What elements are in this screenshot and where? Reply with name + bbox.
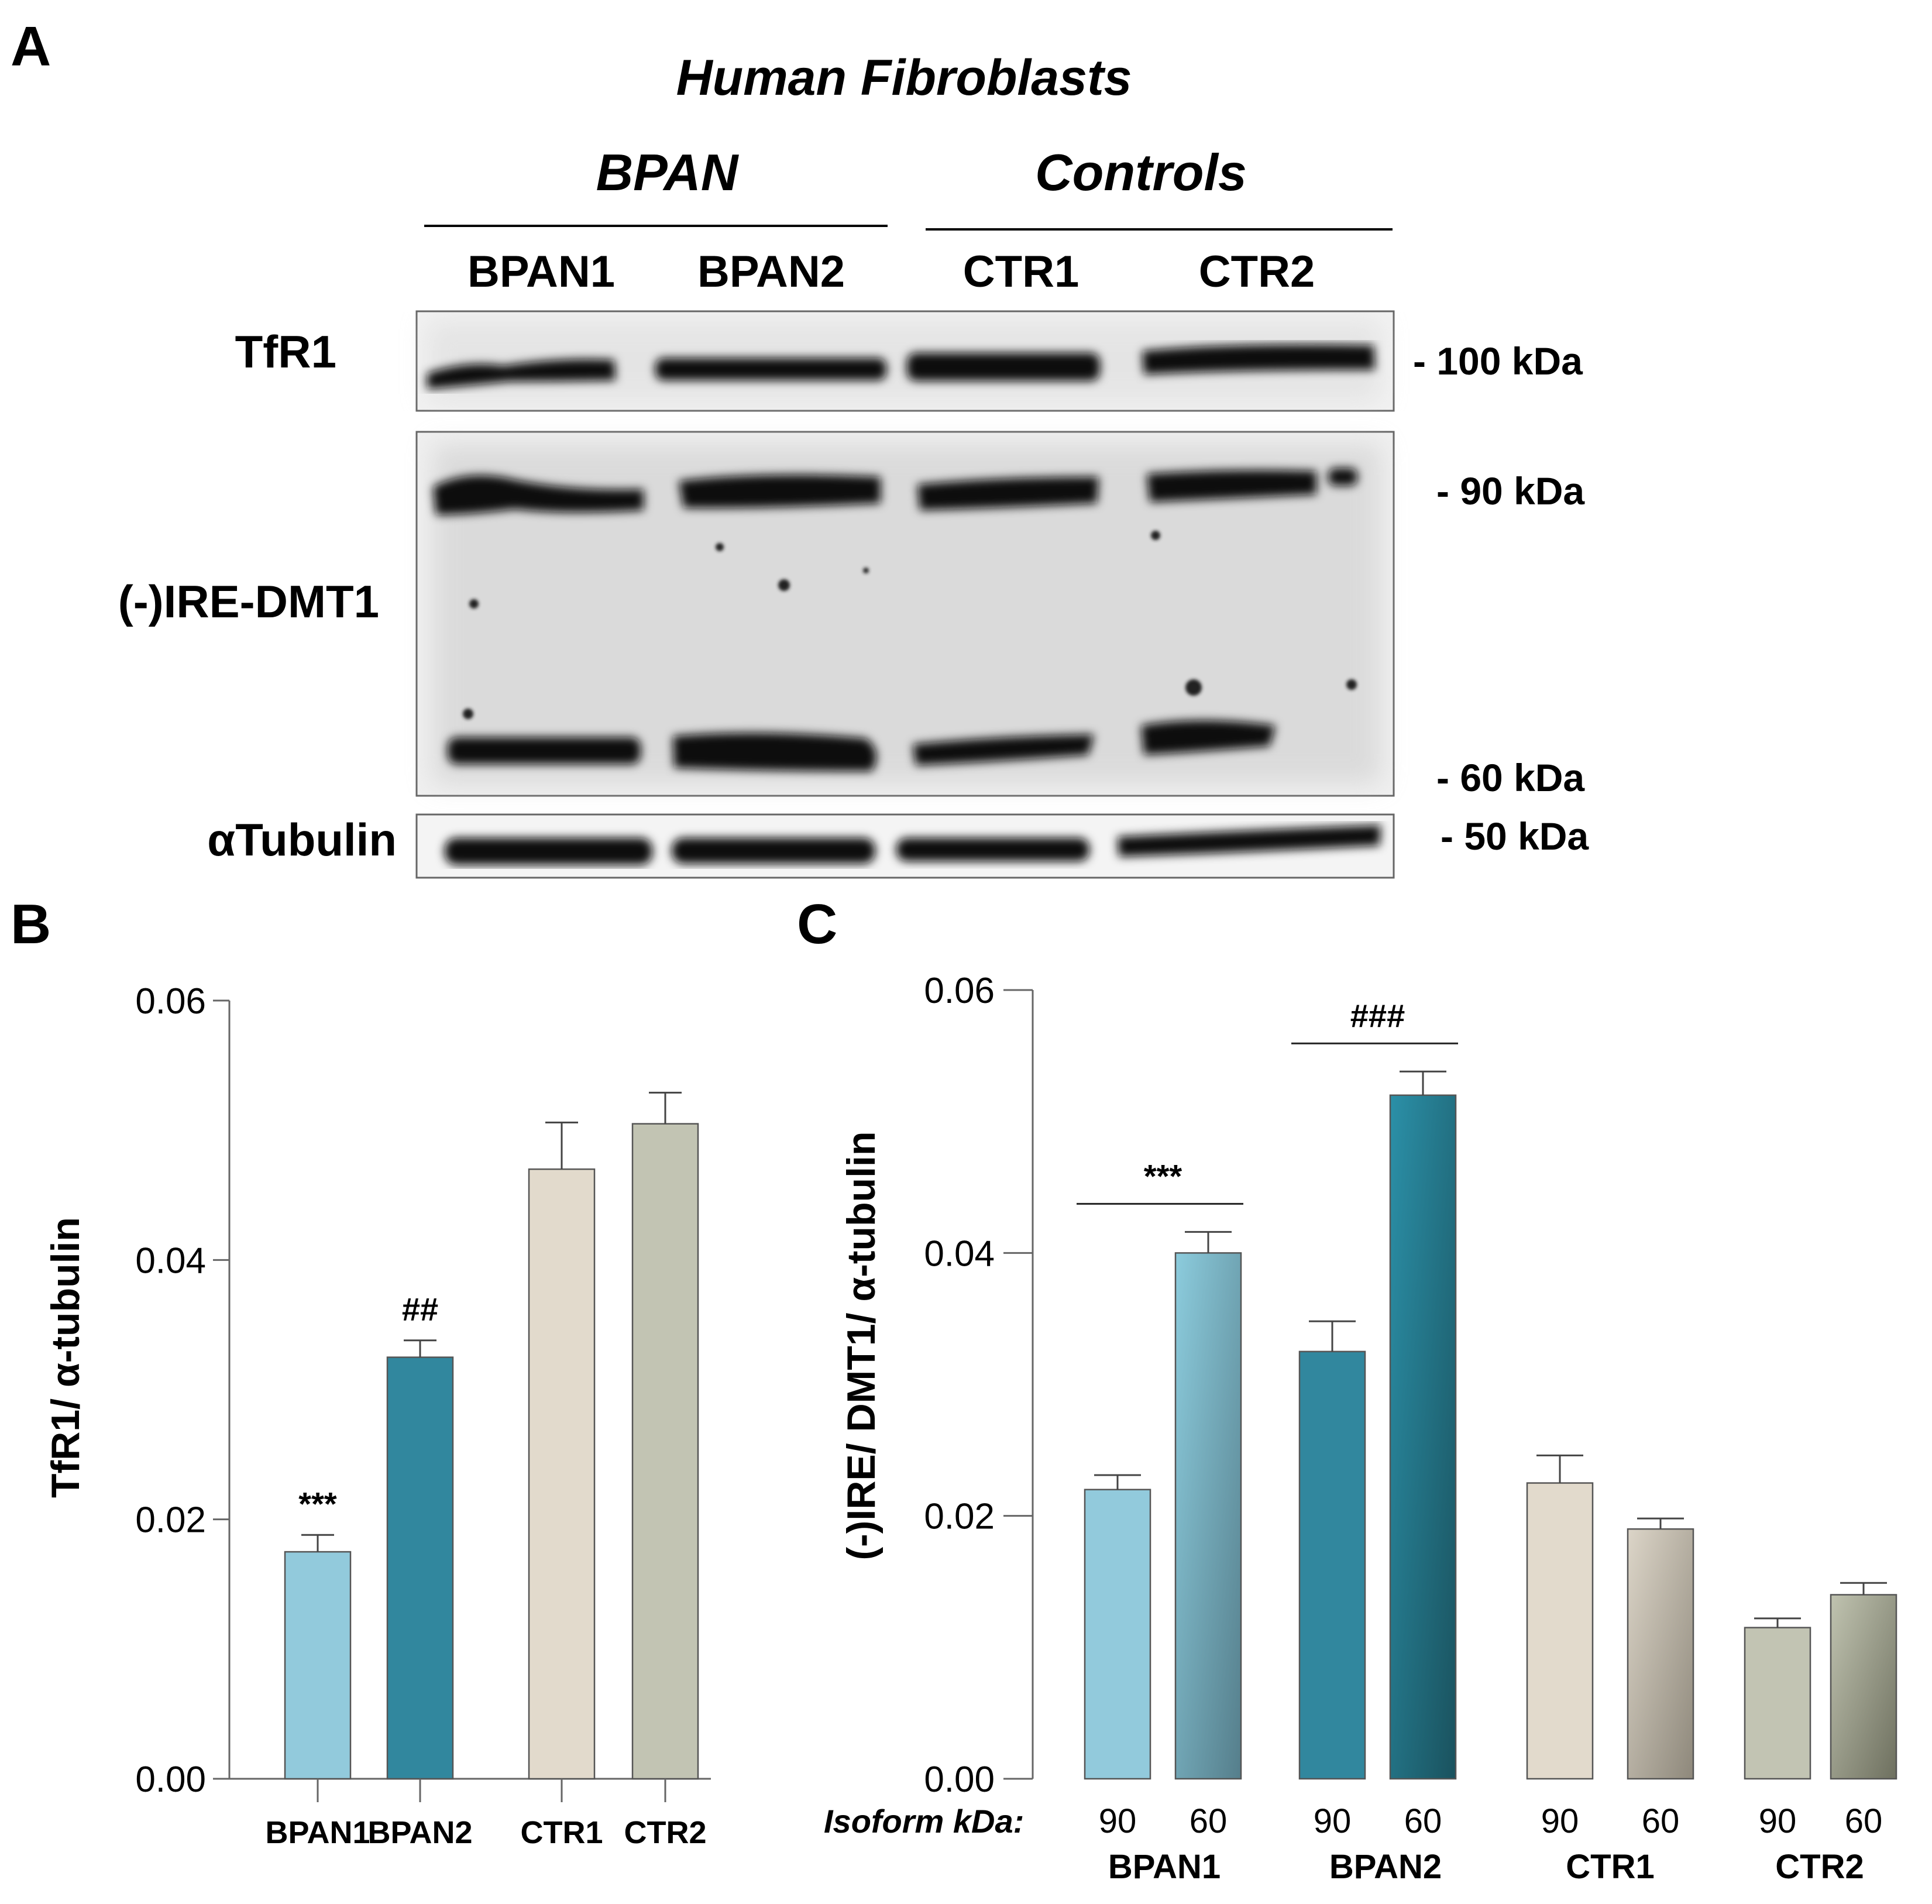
bar <box>1084 1489 1151 1780</box>
isoform-label: 90 <box>1099 1802 1137 1840</box>
panel-c: C 0.00 0.02 0.04 0.06 (-)IRE/ DMT1/ α-tubuli… <box>797 893 1897 1886</box>
isoform-label: 60 <box>1642 1802 1680 1840</box>
group-label-controls: Controls <box>1035 143 1247 201</box>
y-tick-label: 0.02 <box>924 1497 995 1537</box>
panel-b-letter: B <box>11 893 51 956</box>
marker-60kda: - 60 kDa <box>1436 756 1585 799</box>
bar <box>1627 1528 1694 1780</box>
bar <box>1526 1482 1594 1780</box>
lane-label-ctr2: CTR2 <box>1199 247 1315 297</box>
y-axis-label: TfR1/ α-tubulin <box>43 1217 88 1498</box>
isoform-label: 60 <box>1404 1802 1442 1840</box>
blot-label-tfr1: TfR1 <box>235 326 336 377</box>
blot-label-dmt1: (-)IRE-DMT1 <box>118 576 379 627</box>
tfr1-blot <box>415 310 1395 412</box>
y-tick-label: 0.04 <box>924 1233 995 1274</box>
group-label: CTR2 <box>1775 1848 1864 1886</box>
panel-b: B 0.00 0.02 0.04 0.06 TfR1/ α-tubulin BPAN1 **… <box>11 893 711 1850</box>
marker-90kda: - 90 kDa <box>1436 469 1585 513</box>
y-axis-label: (-)IRE/ DMT1/ α-tubulin <box>839 1132 884 1561</box>
blot-title: Human Fibroblasts <box>676 50 1132 106</box>
x-tick-label: BPAN1 <box>265 1815 370 1850</box>
bar <box>386 1356 454 1780</box>
x-axis-label: Isoform kDa: <box>824 1803 1024 1840</box>
y-tick-label: 0.02 <box>135 1500 206 1541</box>
marker-50kda: - 50 kDa <box>1441 814 1589 858</box>
group-label: BPAN1 <box>1108 1848 1221 1886</box>
y-tick-label: 0.00 <box>135 1759 206 1800</box>
lane-label-bpan2: BPAN2 <box>697 247 845 297</box>
x-tick-label: CTR2 <box>624 1815 706 1850</box>
significance-label: *** <box>298 1485 337 1522</box>
significance-label: ### <box>1350 997 1405 1034</box>
blot-label-tubulin: αTubulin <box>207 814 397 865</box>
lane-label-ctr1: CTR1 <box>963 247 1079 297</box>
group-label: BPAN2 <box>1329 1848 1442 1886</box>
bar <box>284 1551 352 1780</box>
y-tick-label: 0.06 <box>924 971 995 1011</box>
bar <box>528 1168 596 1780</box>
bar <box>1744 1627 1811 1780</box>
bar <box>1298 1350 1366 1780</box>
bar <box>1174 1252 1242 1780</box>
isoform-label: 90 <box>1314 1802 1352 1840</box>
significance-label: ## <box>402 1291 438 1328</box>
bar <box>1830 1594 1897 1780</box>
bar <box>631 1123 699 1780</box>
marker-100kda: - 100 kDa <box>1413 339 1583 383</box>
isoform-label: 90 <box>1541 1802 1579 1840</box>
y-tick-label: 0.06 <box>135 981 206 1022</box>
lane-label-bpan1: BPAN1 <box>467 247 615 297</box>
panel-a: A Human Fibroblasts BPAN Controls BPAN1 … <box>11 15 1589 879</box>
x-tick-label: BPAN2 <box>367 1815 472 1850</box>
y-tick-label: 0.00 <box>924 1759 995 1800</box>
x-tick-label: CTR1 <box>520 1815 603 1850</box>
group-label: CTR1 <box>1566 1848 1654 1886</box>
group-label-bpan: BPAN <box>596 143 740 201</box>
y-tick-label: 0.04 <box>135 1240 206 1281</box>
chart-b: 0.00 0.02 0.04 0.06 TfR1/ α-tubulin BPAN1 *** B… <box>43 981 711 1850</box>
panel-a-letter: A <box>11 15 51 78</box>
significance-label: *** <box>1144 1157 1182 1194</box>
bar <box>1389 1094 1457 1780</box>
isoform-label: 60 <box>1190 1802 1228 1840</box>
dmt1-blot <box>415 431 1395 797</box>
isoform-label: 90 <box>1759 1802 1797 1840</box>
panel-c-letter: C <box>797 893 837 956</box>
chart-c: 0.00 0.02 0.04 0.06 (-)IRE/ DMT1/ α-tubulin I… <box>824 971 1897 1886</box>
isoform-label: 60 <box>1845 1802 1883 1840</box>
tubulin-blot <box>415 813 1395 879</box>
